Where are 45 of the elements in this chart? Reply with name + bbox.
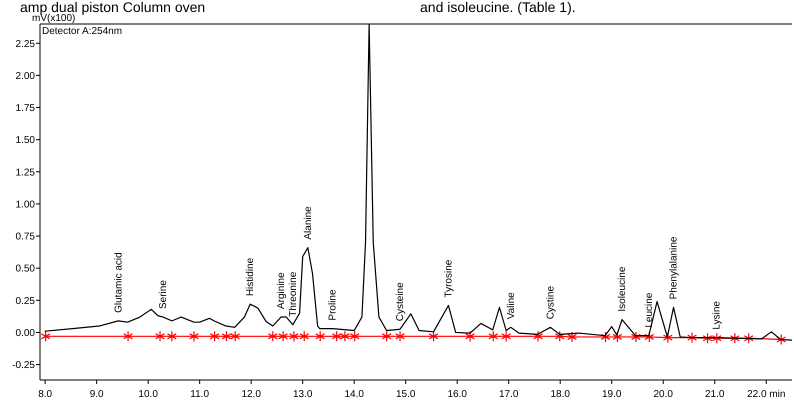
x-tick-label: 17.0 xyxy=(498,389,519,400)
x-tick-label: 8.0 xyxy=(38,389,53,400)
annotation: Cystine xyxy=(545,286,556,320)
y-tick-label: 1.25 xyxy=(16,167,36,178)
y-tick-label: 1.75 xyxy=(16,103,36,114)
y-tick-label: 2.25 xyxy=(16,38,36,50)
annotation: Proline xyxy=(328,289,339,321)
x-tick-label: 13.0 xyxy=(292,389,313,400)
y-tick-label: 1.50 xyxy=(16,135,36,146)
annotation: Leucine xyxy=(644,292,655,328)
annotation: Histidine xyxy=(245,257,256,296)
x-tick-label: 18.0 xyxy=(550,389,570,400)
annotation: Threonine xyxy=(288,271,299,317)
y-tick-label: 0.25 xyxy=(16,296,36,307)
y-axis-title: mV(x100) xyxy=(32,13,76,24)
y-tick-label: 0.75 xyxy=(16,232,36,243)
x-tick-label: 19.0 xyxy=(602,389,622,400)
x-tick-label: 21.0 xyxy=(705,389,725,400)
y-tick-label: 2.00 xyxy=(16,70,36,82)
x-tick-label: 11.0 xyxy=(190,389,210,400)
y-tick-label: 1.00 xyxy=(16,199,36,210)
text: amp dual piston Column oven xyxy=(20,0,206,15)
annotation: Valine xyxy=(506,292,517,320)
y-tick-label: 0.00 xyxy=(16,328,36,339)
y-tick-label: 0.50 xyxy=(16,264,36,275)
x-tick-label: 20.0 xyxy=(654,389,674,400)
annotation: Tyrosine xyxy=(443,259,454,298)
x-tick-label: 22.0 min xyxy=(747,389,786,400)
text: and isoleucine. (Table 1). xyxy=(420,0,576,15)
annotation: Glutamic acid xyxy=(113,252,124,313)
annotation: Serine xyxy=(158,280,170,310)
x-tick-label: 14.0 xyxy=(344,389,364,400)
annotation: Isoleucine xyxy=(617,266,628,312)
annotation: Arginine xyxy=(276,272,288,310)
x-tick-label: 12.0 xyxy=(241,389,262,400)
annotation: Alanine xyxy=(302,206,314,240)
x-tick-label: 15.0 xyxy=(396,389,416,400)
chart-title: Detector A:254nm xyxy=(42,26,122,37)
annotation: Phenylalanine xyxy=(668,236,680,300)
annotation: Lysine xyxy=(711,300,722,330)
x-tick-label: 16.0 xyxy=(447,389,468,400)
annotation: Cysteine xyxy=(395,282,406,322)
y-tick-label: -0.25 xyxy=(12,360,36,372)
x-tick-label: 9.0 xyxy=(90,389,104,400)
x-tick-label: 10.0 xyxy=(138,389,158,400)
